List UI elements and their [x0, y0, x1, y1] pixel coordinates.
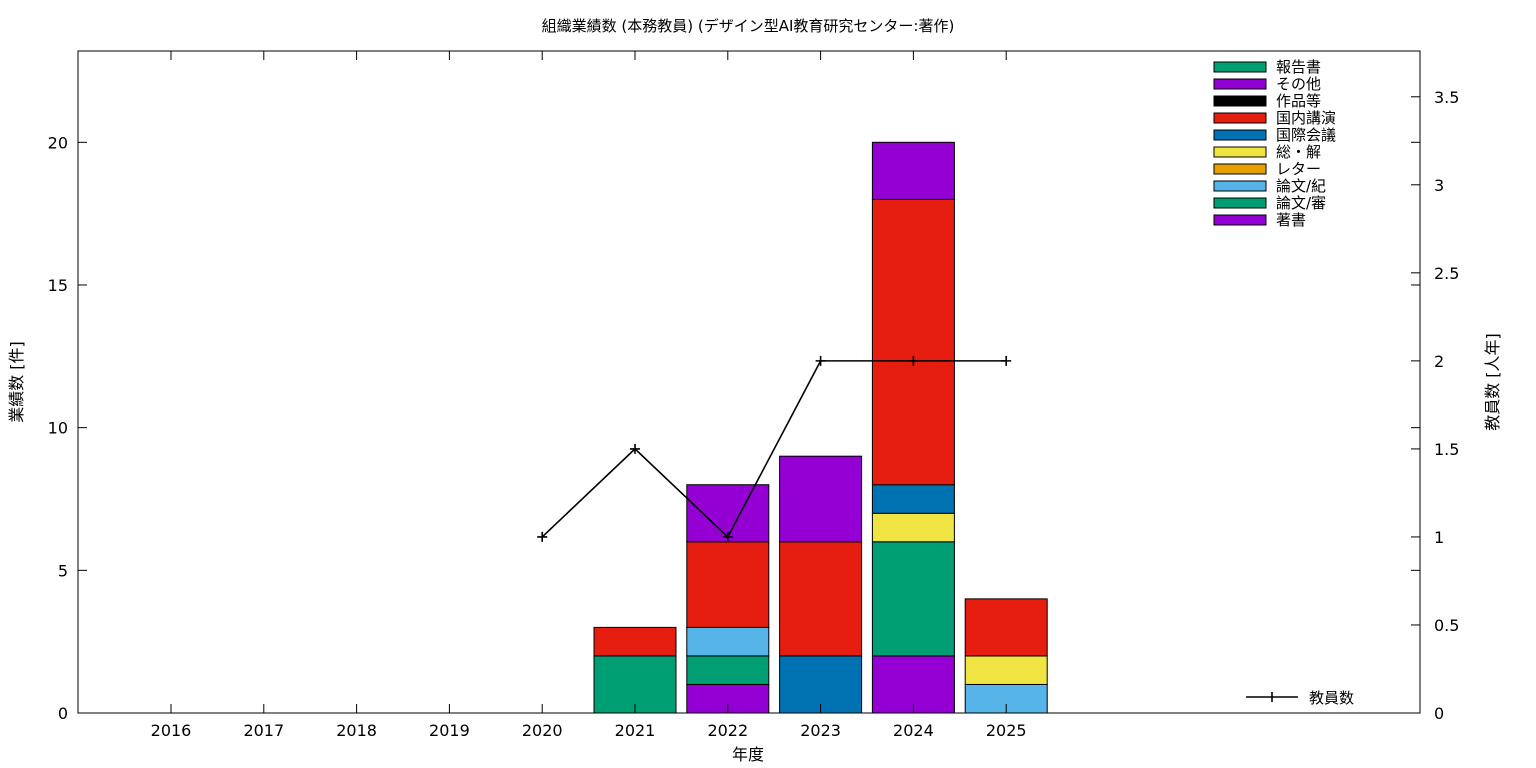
x-tick-label: 2017: [243, 721, 284, 740]
y2-tick-label: 1.5: [1434, 440, 1459, 459]
x-tick-label: 2023: [800, 721, 841, 740]
y2-tick-label: 0: [1434, 704, 1444, 723]
y-tick-label: 5: [58, 561, 68, 580]
legend-swatch: [1213, 61, 1267, 73]
x-tick-label: 2021: [615, 721, 656, 740]
x-tick-label: 2024: [893, 721, 934, 740]
bar-segment: [779, 455, 863, 543]
bar-layer: [593, 141, 1048, 714]
y2-tick-label: 1: [1434, 528, 1444, 547]
line-point: [722, 531, 733, 542]
line-point: [1001, 355, 1012, 366]
legend-swatch: [1213, 214, 1267, 226]
teacher-count-line: [541, 360, 1007, 539]
bar-segment: [964, 598, 1048, 657]
y-tick-label: 15: [48, 276, 68, 295]
y-tick-label: 10: [48, 419, 68, 438]
legend-swatch: [1213, 146, 1267, 158]
y2-tick-label: 2.5: [1434, 264, 1459, 283]
line-point: [908, 355, 919, 366]
bar-segment: [593, 626, 677, 657]
bar-segment: [871, 141, 955, 200]
bar-segment: [871, 512, 955, 543]
bar-segment: [686, 626, 770, 657]
y-tick-label: 0: [58, 704, 68, 723]
legend-label: レター: [1276, 160, 1321, 178]
legend-label: 国内講演: [1276, 109, 1336, 127]
legend-swatch: [1213, 180, 1267, 192]
y2-tick-label: 2: [1434, 352, 1444, 371]
chart-title: 組織業績数 (本務教員) (デザイン型AI教育研究センター:著作): [542, 17, 955, 35]
legend-label: 総・解: [1276, 143, 1321, 161]
legend-swatch: [1213, 197, 1267, 209]
bar-segment: [871, 198, 955, 486]
legend-swatch: [1213, 95, 1267, 107]
y2-tick-label: 3: [1434, 176, 1444, 195]
legend-line-sample: [1246, 692, 1298, 702]
legend-swatch: [1213, 112, 1267, 124]
bar-segment: [686, 541, 770, 628]
legend-label: 論文/審: [1276, 194, 1326, 212]
legend-label: 作品等: [1276, 92, 1321, 110]
legend-label: 著書: [1276, 211, 1306, 229]
bar-segment: [871, 484, 955, 514]
line-point: [630, 443, 640, 454]
line-point: [815, 355, 826, 366]
plot-border: [77, 50, 1421, 714]
x-tick-label: 2022: [707, 721, 748, 740]
bar-segment: [871, 655, 955, 714]
legend-label: その他: [1276, 75, 1321, 93]
legend-label: 論文/紀: [1276, 177, 1326, 195]
line-point: [537, 531, 548, 542]
bar-segment: [779, 655, 863, 714]
y2-axis-label: 教員数 [人年]: [1483, 333, 1502, 431]
x-tick-label: 2025: [986, 721, 1027, 740]
legend-line-label: 教員数: [1309, 689, 1354, 707]
bar-segment: [964, 655, 1048, 685]
line-layer: [537, 355, 1012, 542]
axes-layer: 0 5 10 15 20 0 0.5 1 1.5 2 2.5 3 3.5 2016 2017 2018 2019…: [48, 51, 1459, 740]
bar-segment: [779, 541, 863, 657]
x-tick-label: 2016: [151, 721, 192, 740]
x-tick-label: 2020: [522, 721, 563, 740]
y2-tick-label: 0.5: [1434, 616, 1459, 635]
legend-swatch: [1213, 78, 1267, 90]
y-axis-label: 業績数 [件]: [7, 341, 26, 423]
x-axis-label: 年度: [732, 745, 764, 764]
y-tick-label: 20: [48, 133, 68, 152]
legend-swatch: [1213, 163, 1267, 175]
bar-segment: [871, 541, 955, 657]
x-tick-label: 2018: [336, 721, 377, 740]
legend-label: 報告書: [1276, 58, 1321, 76]
bar-segment: [686, 655, 770, 685]
legend-label: 国際会議: [1276, 126, 1336, 144]
y2-tick-label: 3.5: [1434, 88, 1459, 107]
legend-swatch: [1213, 129, 1267, 141]
x-tick-label: 2019: [429, 721, 470, 740]
